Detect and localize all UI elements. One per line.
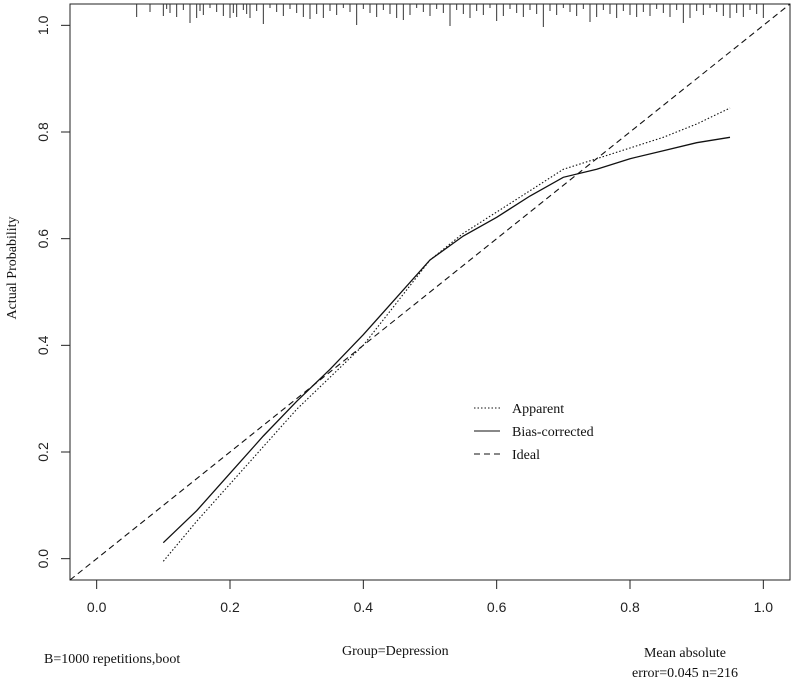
y-tick-label: 0.4	[35, 335, 51, 355]
x-tick-label: 0.0	[87, 599, 107, 615]
legend-label: Apparent	[512, 402, 564, 417]
series-layer	[69, 3, 791, 581]
footer-group: Group=Depression	[342, 644, 449, 659]
x-axis: 0.0 0.2 0.4 0.6 0.8 1.0	[87, 580, 773, 615]
x-tick-label: 0.4	[354, 599, 374, 615]
y-axis-title: Actual Probability	[5, 216, 20, 319]
y-tick-label: 0.0	[35, 549, 51, 569]
y-tick-label: 1.0	[35, 15, 51, 35]
legend-label: Bias-corrected	[512, 425, 594, 440]
footer-error: Mean absolute error=0.045 n=216	[632, 644, 738, 684]
footer-repetitions: B=1000 repetitions,boot	[44, 652, 181, 667]
y-tick-label: 0.6	[35, 229, 51, 249]
footer-error-line2: error=0.045 n=216	[632, 666, 738, 681]
footer-error-line1: Mean absolute	[643, 646, 727, 661]
x-tick-label: 0.8	[620, 599, 640, 615]
series-line-apparent	[162, 107, 731, 562]
series-line-bias-corrected	[162, 136, 731, 544]
x-tick-label: 0.6	[487, 599, 507, 615]
series-line-ideal	[69, 3, 791, 581]
y-axis: 0.0 0.2 0.4 0.6 0.8 1.0	[35, 15, 70, 568]
x-tick-label: 0.2	[220, 599, 240, 615]
legend-label: Ideal	[512, 448, 540, 463]
calibration-plot: 0.0 0.2 0.4 0.6 0.8 1.0 0.0 0.2 0.4 0.6 0.8 1.0 Ac…	[5, 3, 791, 615]
y-tick-label: 0.2	[35, 442, 51, 462]
x-tick-label: 1.0	[754, 599, 774, 615]
legend: Apparent Bias-corrected Ideal	[474, 402, 594, 463]
y-tick-label: 0.8	[35, 122, 51, 142]
rug-marks	[136, 4, 764, 27]
